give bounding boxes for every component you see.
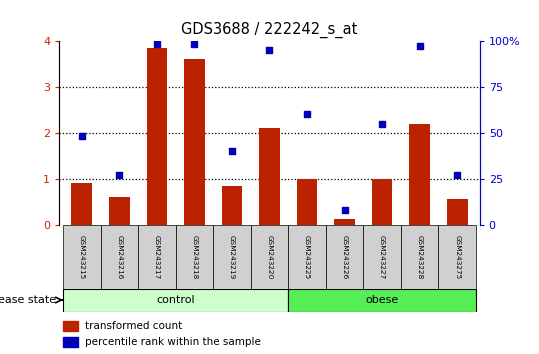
Text: GSM243275: GSM243275 [454,235,460,279]
Bar [288,225,326,289]
Point [453,172,461,178]
Bar [363,225,401,289]
Text: GSM243215: GSM243215 [79,235,85,279]
Text: GSM243218: GSM243218 [191,235,197,279]
Bar [259,128,280,225]
Text: GSM243227: GSM243227 [379,235,385,279]
Point [340,207,349,213]
Point [416,44,424,49]
Bar [101,225,138,289]
Text: GSM243217: GSM243217 [154,235,160,279]
Bar [63,225,101,289]
Text: transformed count: transformed count [85,321,182,331]
Point [265,47,274,53]
Bar [72,183,92,225]
Text: GSM243225: GSM243225 [304,235,310,279]
Bar [64,337,78,347]
Text: GSM243228: GSM243228 [417,235,423,279]
Bar [109,197,130,225]
Bar [251,225,288,289]
Text: GSM243219: GSM243219 [229,235,235,279]
Bar [296,179,317,225]
Bar [176,225,213,289]
Text: percentile rank within the sample: percentile rank within the sample [85,337,260,347]
Bar [334,219,355,225]
Text: disease state: disease state [0,295,57,305]
Point [153,41,161,47]
Bar [184,59,205,225]
Point [303,112,312,117]
Bar [372,179,392,225]
Point [190,41,199,47]
Bar [409,124,430,225]
Bar [438,225,476,289]
Bar [138,225,176,289]
Bar [147,47,167,225]
Bar [326,225,363,289]
Bar [64,321,78,331]
Bar [401,225,438,289]
Point [227,148,236,154]
Text: control: control [156,295,195,305]
Bar [447,199,467,225]
Point [78,133,86,139]
Point [115,172,123,178]
Text: obese: obese [365,295,399,305]
Text: GSM243216: GSM243216 [116,235,122,279]
Bar [213,225,251,289]
Bar [288,289,476,312]
Title: GDS3688 / 222242_s_at: GDS3688 / 222242_s_at [181,22,358,38]
Text: GSM243226: GSM243226 [342,235,348,279]
Bar [63,289,288,312]
Bar [222,185,243,225]
Point [378,121,386,126]
Text: GSM243220: GSM243220 [266,235,273,279]
